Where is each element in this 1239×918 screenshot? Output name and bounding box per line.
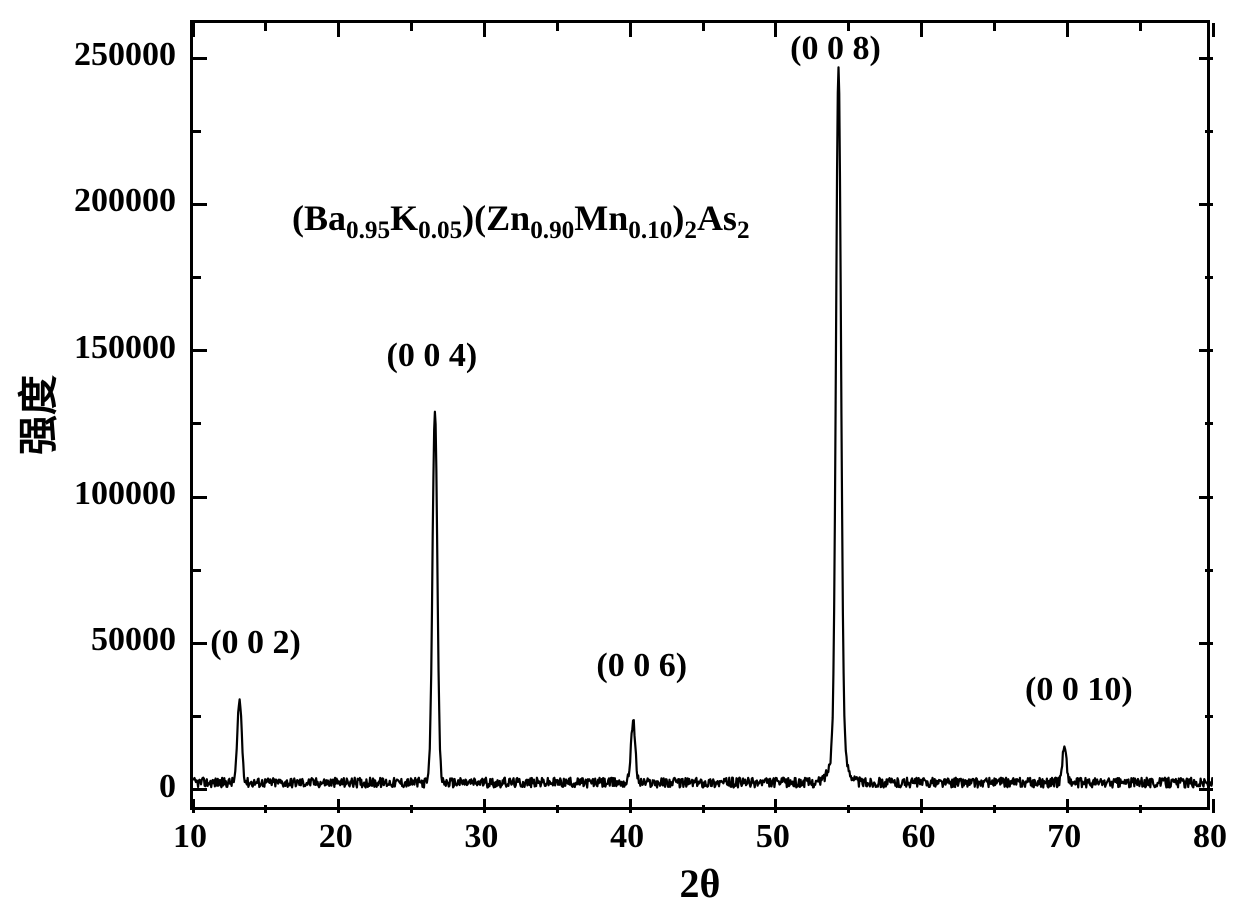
x-tick-label: 20 (319, 818, 353, 856)
y-minor-tick (193, 276, 201, 279)
x-minor-tick-top (410, 23, 413, 31)
x-minor-tick (556, 805, 559, 813)
x-major-tick (629, 799, 632, 813)
x-axis-title: 2θ (680, 860, 721, 907)
x-major-tick-top (1212, 23, 1215, 37)
peak-label: (0 0 4) (387, 337, 478, 375)
x-minor-tick (1139, 805, 1142, 813)
y-major-tick (193, 642, 207, 645)
x-major-tick (192, 799, 195, 813)
y-major-tick-right (1199, 349, 1213, 352)
y-minor-tick-right (1205, 569, 1213, 572)
y-tick-label: 50000 (91, 621, 176, 659)
y-tick-label: 0 (159, 768, 176, 806)
y-major-tick (193, 203, 207, 206)
x-tick-label: 80 (1193, 818, 1227, 856)
x-minor-tick-top (993, 23, 996, 31)
x-major-tick-top (629, 23, 632, 37)
y-major-tick (193, 57, 207, 60)
x-minor-tick (993, 805, 996, 813)
x-minor-tick (410, 805, 413, 813)
y-minor-tick (193, 130, 201, 133)
x-minor-tick-top (1139, 23, 1142, 31)
y-minor-tick-right (1205, 715, 1213, 718)
x-tick-label: 60 (902, 818, 936, 856)
peak-label: (0 0 8) (790, 30, 881, 68)
x-minor-tick (702, 805, 705, 813)
y-minor-tick (193, 569, 201, 572)
x-major-tick (483, 799, 486, 813)
x-major-tick (1066, 799, 1069, 813)
x-minor-tick-top (556, 23, 559, 31)
x-major-tick (774, 799, 777, 813)
compound-label: (Ba0.95K0.05)(Zn0.90Mn0.10)2As2 (292, 197, 750, 245)
x-major-tick-top (1066, 23, 1069, 37)
xrd-figure: 强度 2θ (Ba0.95K0.05)(Zn0.90Mn0.10)2As2 10… (0, 0, 1239, 918)
x-major-tick (337, 799, 340, 813)
x-tick-label: 50 (756, 818, 790, 856)
y-major-tick-right (1199, 57, 1213, 60)
y-tick-label: 100000 (74, 475, 176, 513)
y-major-tick-right (1199, 203, 1213, 206)
y-tick-label: 250000 (74, 36, 176, 74)
x-minor-tick (264, 805, 267, 813)
y-tick-label: 150000 (74, 329, 176, 367)
y-major-tick-right (1199, 788, 1213, 791)
x-tick-label: 40 (610, 818, 644, 856)
y-major-tick (193, 788, 207, 791)
x-major-tick-top (483, 23, 486, 37)
x-major-tick-top (337, 23, 340, 37)
x-major-tick-top (774, 23, 777, 37)
x-tick-label: 70 (1047, 818, 1081, 856)
x-major-tick-top (192, 23, 195, 37)
y-minor-tick-right (1205, 130, 1213, 133)
y-tick-label: 200000 (74, 182, 176, 220)
peak-label: (0 0 10) (1025, 671, 1133, 709)
x-tick-label: 10 (173, 818, 207, 856)
x-major-tick (1212, 799, 1215, 813)
y-major-tick (193, 496, 207, 499)
x-minor-tick (847, 805, 850, 813)
y-minor-tick-right (1205, 422, 1213, 425)
peak-label: (0 0 6) (596, 647, 687, 685)
peak-label: (0 0 2) (210, 624, 301, 662)
x-major-tick (920, 799, 923, 813)
x-tick-label: 30 (464, 818, 498, 856)
y-major-tick-right (1199, 496, 1213, 499)
y-minor-tick (193, 422, 201, 425)
y-major-tick-right (1199, 642, 1213, 645)
y-major-tick (193, 349, 207, 352)
x-minor-tick-top (264, 23, 267, 31)
y-minor-tick (193, 715, 201, 718)
y-minor-tick-right (1205, 276, 1213, 279)
x-major-tick-top (920, 23, 923, 37)
y-axis-title: 强度 (6, 375, 64, 455)
x-minor-tick-top (702, 23, 705, 31)
